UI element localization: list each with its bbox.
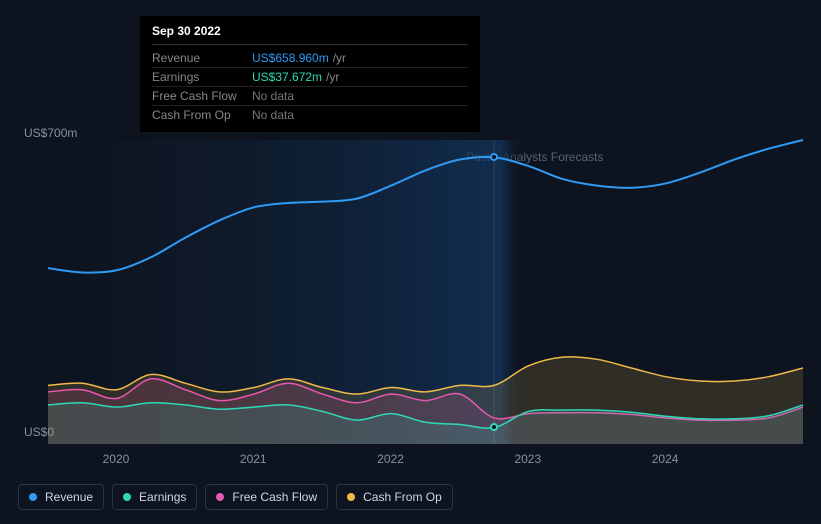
chart-tooltip: Sep 30 2022 RevenueUS$658.960m/yrEarning… — [140, 16, 480, 132]
chart-legend: Revenue Earnings Free Cash Flow Cash From O… — [18, 484, 453, 510]
x-axis-tick: 2023 — [514, 452, 541, 466]
legend-item-label: Revenue — [45, 490, 93, 504]
tooltip-row: RevenueUS$658.960m/yr — [152, 49, 468, 68]
legend-dot-icon — [29, 493, 37, 501]
chart-marker-revenue — [490, 153, 498, 161]
chart-marker-earnings — [490, 423, 498, 431]
tooltip-row-value: No data — [252, 89, 294, 103]
legend-dot-icon — [216, 493, 224, 501]
legend-item-earnings[interactable]: Earnings — [112, 484, 197, 510]
legend-dot-icon — [347, 493, 355, 501]
tooltip-row-label: Free Cash Flow — [152, 89, 252, 103]
tooltip-row-label: Earnings — [152, 70, 252, 84]
legend-item-label: Earnings — [139, 490, 186, 504]
tooltip-row: Cash From OpNo data — [152, 106, 468, 124]
tooltip-row: Free Cash FlowNo data — [152, 87, 468, 106]
tooltip-row-unit: /yr — [333, 51, 346, 65]
legend-dot-icon — [123, 493, 131, 501]
legend-item-label: Cash From Op — [363, 490, 442, 504]
tooltip-row-value: US$658.960m — [252, 51, 329, 65]
tooltip-row-value: No data — [252, 108, 294, 122]
tooltip-date: Sep 30 2022 — [152, 24, 468, 45]
legend-item-free_cash_flow[interactable]: Free Cash Flow — [205, 484, 328, 510]
legend-item-cash_from_op[interactable]: Cash From Op — [336, 484, 453, 510]
tooltip-row-label: Revenue — [152, 51, 252, 65]
tooltip-row-value: US$37.672m — [252, 70, 322, 84]
legend-item-label: Free Cash Flow — [232, 490, 317, 504]
x-axis-tick: 2022 — [377, 452, 404, 466]
legend-item-revenue[interactable]: Revenue — [18, 484, 104, 510]
tooltip-row-unit: /yr — [326, 70, 339, 84]
tooltip-row-label: Cash From Op — [152, 108, 252, 122]
x-axis-tick: 2021 — [240, 452, 267, 466]
tooltip-row: EarningsUS$37.672m/yr — [152, 68, 468, 87]
x-axis-tick: 2020 — [103, 452, 130, 466]
x-axis-tick: 2024 — [652, 452, 679, 466]
